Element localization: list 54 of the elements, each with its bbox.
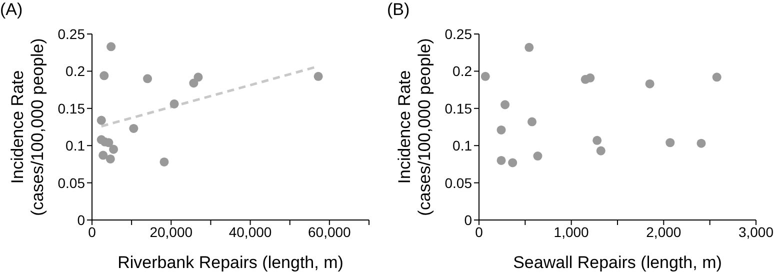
y-tick-label: 0.2	[452, 63, 472, 80]
y-tick-label: 0.05	[444, 174, 472, 191]
y-axis-title: Incidence Rate (cases/100,000 people)	[8, 38, 47, 216]
y-tick-label: 0	[77, 212, 86, 228]
point	[106, 154, 115, 164]
point	[129, 124, 138, 133]
point	[96, 116, 106, 125]
x-tick-label: 0	[88, 224, 96, 240]
x-tick-label: 0	[475, 224, 484, 240]
point	[712, 72, 722, 82]
point	[109, 144, 118, 154]
point	[100, 71, 109, 80]
y-axis-title: Incidence Rate (cases/100,000 people)	[395, 38, 434, 216]
point	[160, 157, 169, 166]
x-tick-label: 3,000	[738, 224, 774, 240]
x-axis-title: Riverbank Repairs (length, m)	[118, 253, 344, 272]
y-tick-label: 0.1	[66, 138, 86, 154]
point	[194, 72, 203, 82]
y-tick-label: 0.15	[444, 100, 472, 116]
point	[596, 146, 606, 156]
chart-title: (B)	[387, 0, 410, 20]
point	[508, 158, 518, 168]
point	[480, 72, 490, 81]
y-tick-label: 0.05	[58, 174, 86, 191]
point	[170, 99, 179, 108]
point	[189, 78, 198, 88]
x-tick-label: 20,000	[150, 224, 193, 240]
point	[533, 152, 542, 161]
x-tick-label: 1,000	[554, 224, 590, 240]
point	[106, 42, 116, 52]
point	[524, 42, 534, 52]
x-tick-label: 40,000	[228, 224, 272, 240]
point	[98, 150, 108, 160]
x-tick-label: 60,000	[308, 224, 352, 240]
y-tick-label: 0.2	[66, 63, 86, 80]
point	[314, 72, 323, 81]
point	[143, 74, 152, 84]
point	[696, 138, 706, 148]
point	[645, 79, 654, 88]
point	[496, 156, 506, 165]
y-tick-label: 0.25	[444, 26, 472, 42]
point	[586, 73, 595, 82]
x-tick-label: 2,000	[646, 224, 682, 240]
point	[666, 138, 675, 148]
point	[496, 125, 506, 134]
point	[527, 117, 537, 126]
y-tick-label: 0.25	[58, 26, 86, 42]
chart-title: (A)	[0, 0, 23, 20]
y-tick-label: 0.15	[58, 100, 86, 116]
y-tick-label: 0.1	[452, 138, 472, 154]
y-tick-label: 0	[464, 212, 472, 228]
point	[500, 100, 510, 110]
x-axis-title: Seawall Repairs (length, m)	[513, 253, 722, 272]
point	[592, 136, 602, 145]
